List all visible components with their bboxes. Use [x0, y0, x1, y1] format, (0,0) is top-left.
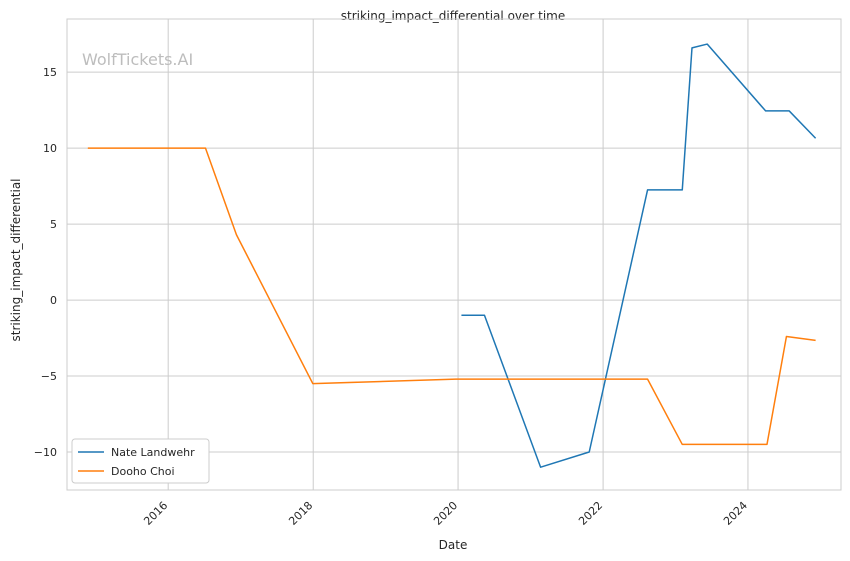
chart-title: striking_impact_differential over time — [341, 9, 566, 23]
y-tick-label: −10 — [34, 446, 57, 459]
legend: Nate Landwehr Dooho Choi — [71, 438, 210, 484]
legend-box — [71, 438, 210, 484]
plot-frame — [66, 18, 842, 491]
y-tick-label: 5 — [50, 218, 57, 231]
watermark: WolfTickets.AI — [82, 50, 193, 69]
grid — [67, 19, 841, 490]
y-tick-label: 10 — [43, 142, 57, 155]
series-group — [87, 43, 817, 468]
y-tick-label: 0 — [50, 294, 57, 307]
y-tick-label: −5 — [41, 370, 57, 383]
legend-label-dooho-choi: Dooho Choi — [111, 465, 175, 478]
y-tick-label: 15 — [43, 66, 57, 79]
x-axis-label: Date — [439, 538, 468, 552]
legend-label-nate-landwehr: Nate Landwehr — [111, 446, 195, 459]
y-axis-ticks: −10 −5 0 5 10 15 — [34, 66, 57, 459]
series-line-dooho-choi — [87, 147, 816, 446]
y-axis-label: striking_impact_differential — [9, 178, 23, 341]
